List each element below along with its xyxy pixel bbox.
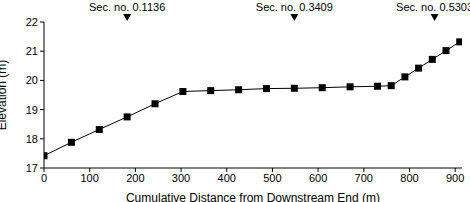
svg-text:300: 300 — [172, 172, 190, 184]
svg-text:500: 500 — [263, 172, 281, 184]
svg-text:22: 22 — [26, 16, 38, 28]
svg-text:Cumulative Distance from Downs: Cumulative Distance from Downstream End … — [126, 191, 380, 202]
svg-text:800: 800 — [400, 172, 418, 184]
svg-text:19: 19 — [26, 104, 38, 116]
svg-text:Sec. no. 0.1136: Sec. no. 0.1136 — [89, 1, 165, 13]
svg-text:900: 900 — [446, 172, 462, 184]
svg-text:17: 17 — [26, 162, 38, 174]
svg-text:0: 0 — [41, 172, 47, 184]
svg-text:700: 700 — [355, 172, 373, 184]
svg-text:21: 21 — [26, 45, 38, 57]
svg-text:Sec. no. 0.3409: Sec. no. 0.3409 — [256, 1, 333, 13]
svg-text:200: 200 — [126, 172, 144, 184]
svg-text:Sec. no. 0.5303: Sec. no. 0.5303 — [396, 1, 462, 13]
svg-text:18: 18 — [26, 133, 38, 145]
svg-text:400: 400 — [218, 172, 236, 184]
svg-text:100: 100 — [81, 172, 99, 184]
svg-text:Elevation (m): Elevation (m) — [8, 60, 9, 131]
svg-text:600: 600 — [309, 172, 327, 184]
svg-text:20: 20 — [26, 74, 38, 86]
